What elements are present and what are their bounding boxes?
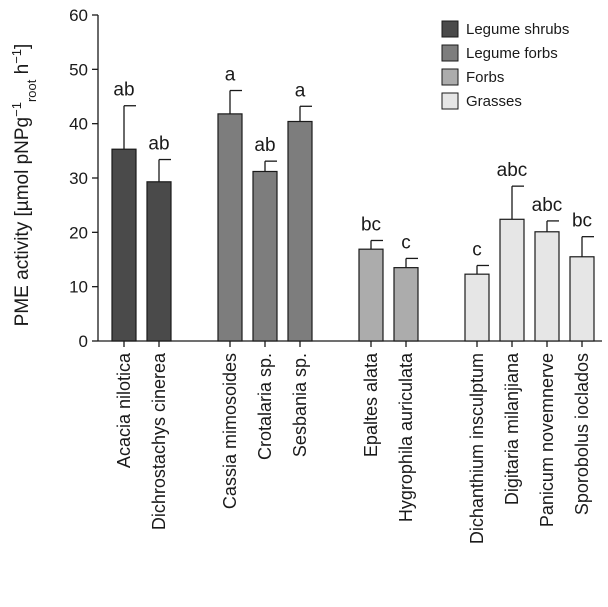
- significance-letter: c: [401, 232, 411, 253]
- significance-letter: a: [225, 65, 236, 86]
- significance-letter: ab: [254, 135, 275, 156]
- bar: [358, 248, 384, 342]
- category-label: Hygrophila auriculata: [396, 352, 416, 522]
- y-tick-label: 30: [69, 169, 88, 188]
- bars: ab Acacia nilotica ab Dichrostachys cinerea…: [111, 65, 595, 544]
- legend: Legume shrubs Legume forbs Forbs Grasses: [441, 20, 569, 110]
- axes: 0 10 20 30 40 50 60: [69, 6, 602, 351]
- category-label: Digitaria milanjiana: [502, 352, 522, 505]
- category-label: Sesbania sp.: [290, 353, 310, 457]
- significance-letter: bc: [361, 214, 381, 235]
- y-tick-label: 20: [69, 223, 88, 242]
- y-tick-label: 60: [69, 6, 88, 25]
- legend-label: Forbs: [466, 69, 504, 86]
- bar: [287, 120, 313, 342]
- bar: [146, 181, 172, 342]
- bar: [393, 267, 419, 342]
- significance-letter: abc: [497, 160, 528, 181]
- y-axis-title-group: PME activity [µmol pNPg−1root h−1]: [9, 44, 39, 327]
- significance-letter: ab: [113, 80, 134, 101]
- bar: [217, 113, 243, 342]
- category-label: Acacia nilotica: [114, 352, 134, 468]
- legend-swatch: [441, 68, 459, 86]
- legend-swatch: [441, 20, 459, 38]
- bar: [534, 231, 560, 342]
- legend-label: Legume forbs: [466, 45, 558, 62]
- category-label: Crotalaria sp.: [255, 353, 275, 460]
- y-axis-title-suffix: ]: [12, 44, 33, 49]
- significance-letter: bc: [572, 211, 592, 232]
- category-label: Panicum novemnerve: [537, 353, 557, 527]
- bar: [464, 273, 490, 342]
- y-tick-label: 10: [69, 278, 88, 297]
- y-axis-title: PME activity [µmol pNPg−1root h−1]: [9, 44, 39, 327]
- y-tick-label: 50: [69, 60, 88, 79]
- y-axis-title-sub: root: [24, 79, 39, 102]
- legend-swatch: [441, 92, 459, 110]
- bar: [499, 218, 525, 342]
- category-label: Dichrostachys cinerea: [149, 352, 169, 530]
- category-label: Epaltes alata: [361, 352, 381, 457]
- bar: [111, 148, 137, 342]
- category-label: Dichanthium insculptum: [467, 353, 487, 544]
- bar: [252, 170, 278, 342]
- y-axis-title-prefix: PME activity [µmol pNPg: [12, 117, 33, 326]
- legend-label: Grasses: [466, 93, 522, 110]
- significance-letter: ab: [148, 134, 169, 155]
- significance-letter: a: [295, 80, 306, 101]
- y-axis-title-mid: h: [12, 64, 33, 80]
- category-label: Cassia mimosoides: [220, 353, 240, 509]
- significance-letter: abc: [532, 195, 563, 216]
- y-axis-title-sup-1: −1: [9, 102, 24, 117]
- category-label: Sporobolus ioclados: [572, 353, 592, 515]
- significance-letter: c: [472, 239, 482, 260]
- y-tick-label: 40: [69, 115, 88, 134]
- legend-label: Legume shrubs: [466, 21, 569, 38]
- y-axis-title-sup-2: −1: [9, 49, 24, 64]
- bar: [569, 256, 595, 342]
- legend-swatch: [441, 44, 459, 62]
- y-tick-label: 0: [79, 332, 88, 351]
